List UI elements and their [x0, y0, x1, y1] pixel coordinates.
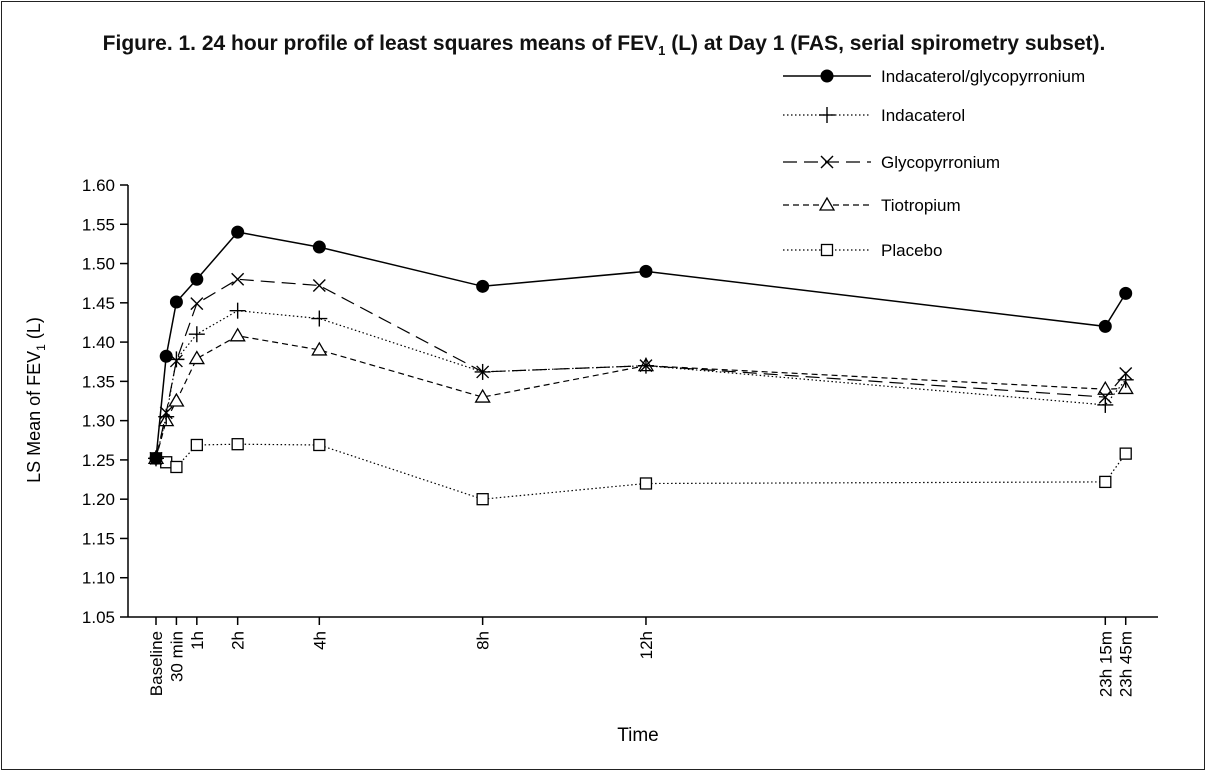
data-point: [1097, 380, 1114, 395]
data-point: [190, 272, 204, 286]
legend-label: Glycopyrronium: [881, 153, 1000, 172]
y-tick-label: 1.05: [82, 608, 115, 627]
x-tick-label: 23h 45m: [1117, 631, 1136, 697]
legend-item-indacaterol-glycopyrronium: Indacaterol/glycopyrronium: [783, 67, 1085, 86]
y-tick-label: 1.15: [82, 529, 115, 548]
legend-item-tiotropium: Tiotropium: [783, 196, 961, 215]
data-point: [476, 493, 489, 506]
data-point: [190, 438, 203, 452]
legend-label: Indacaterol/glycopyrronium: [881, 67, 1085, 86]
data-point: [231, 225, 245, 239]
series-indacaterol-glycopyrronium: [149, 225, 1133, 465]
data-point: [169, 295, 183, 309]
data-point: [476, 279, 490, 293]
x-tick-label: 4h: [310, 631, 329, 650]
chart-title: Figure. 1. 24 hour profile of least squa…: [102, 32, 1106, 59]
y-tick-label: 1.40: [82, 333, 115, 352]
data-point: [474, 363, 491, 380]
data-point: [229, 302, 246, 319]
data-point: [149, 451, 163, 465]
y-tick-label: 1.45: [82, 294, 115, 313]
y-tick-label: 1.10: [82, 569, 115, 588]
series-line-tiotropium: [155, 335, 1126, 459]
y-tick-label: 1.55: [82, 215, 115, 234]
data-point: [311, 341, 328, 356]
y-tick-label: 1.50: [82, 255, 115, 274]
x-tick-label: 30 min: [167, 631, 186, 682]
data-point: [231, 438, 244, 451]
x-tick-label: 2h: [229, 631, 248, 650]
x-tick-label: 12h: [637, 631, 656, 659]
x-tick-label: 1h: [188, 631, 207, 650]
legend-marker: [818, 196, 836, 211]
series-layer: [147, 225, 1134, 506]
data-point: [1119, 286, 1133, 300]
legend-marker: [820, 243, 834, 257]
x-tick-label: Baseline: [147, 631, 166, 696]
data-point: [312, 240, 326, 254]
data-point: [170, 460, 183, 474]
legend-marker: [820, 155, 834, 169]
x-axis-label: Time: [617, 725, 659, 746]
data-point: [474, 388, 491, 403]
series-line-indacaterol-glycopyrronium: [155, 231, 1127, 459]
legend-item-indacaterol: Indacaterol: [783, 106, 965, 125]
data-point: [188, 350, 205, 365]
y-tick-label: 1.60: [82, 176, 115, 195]
x-tick-label: 23h 15m: [1096, 631, 1115, 697]
data-point: [1119, 447, 1132, 460]
data-point: [639, 264, 653, 278]
y-axis-label: LS Mean of FEV1 (L): [24, 317, 48, 483]
y-tick-label: 1.30: [82, 412, 115, 431]
data-point: [311, 310, 328, 327]
data-point: [1099, 475, 1112, 489]
data-point: [231, 272, 245, 286]
legend: Indacaterol/glycopyrronium Indacaterol Gly…: [783, 67, 1085, 260]
y-tick-label: 1.35: [82, 372, 115, 391]
data-point: [229, 327, 246, 342]
data-point: [313, 438, 326, 452]
data-point: [312, 279, 326, 293]
legend-label: Tiotropium: [881, 196, 961, 215]
series-line-indacaterol: [155, 310, 1127, 459]
data-point: [168, 392, 185, 407]
data-point: [188, 326, 205, 343]
series-placebo: [149, 438, 1132, 506]
data-point: [637, 357, 654, 374]
x-tick-label: 8h: [474, 631, 493, 650]
data-point: [1097, 396, 1114, 413]
legend-item-glycopyrronium: Glycopyrronium: [783, 153, 1000, 172]
legend-item-placebo: Placebo: [783, 241, 942, 260]
legend-label: Indacaterol: [881, 106, 965, 125]
data-point: [1098, 319, 1112, 333]
series-tiotropium: [147, 327, 1134, 464]
y-tick-label: 1.25: [82, 451, 115, 470]
y-tick-label: 1.20: [82, 490, 115, 509]
series-indacaterol: [148, 302, 1134, 467]
legend-marker: [820, 69, 834, 83]
chart-axes: 1.05 1.10 1.15 1.20 1.25 1.30 1.35 1.40 1.45 1.50…: [82, 176, 1158, 697]
data-point: [639, 477, 653, 490]
data-point: [159, 349, 173, 363]
series-line-placebo: [155, 443, 1127, 500]
legend-label: Placebo: [881, 241, 942, 260]
legend-marker: [819, 107, 835, 123]
data-point: [190, 297, 204, 311]
data-point: [1117, 371, 1134, 388]
